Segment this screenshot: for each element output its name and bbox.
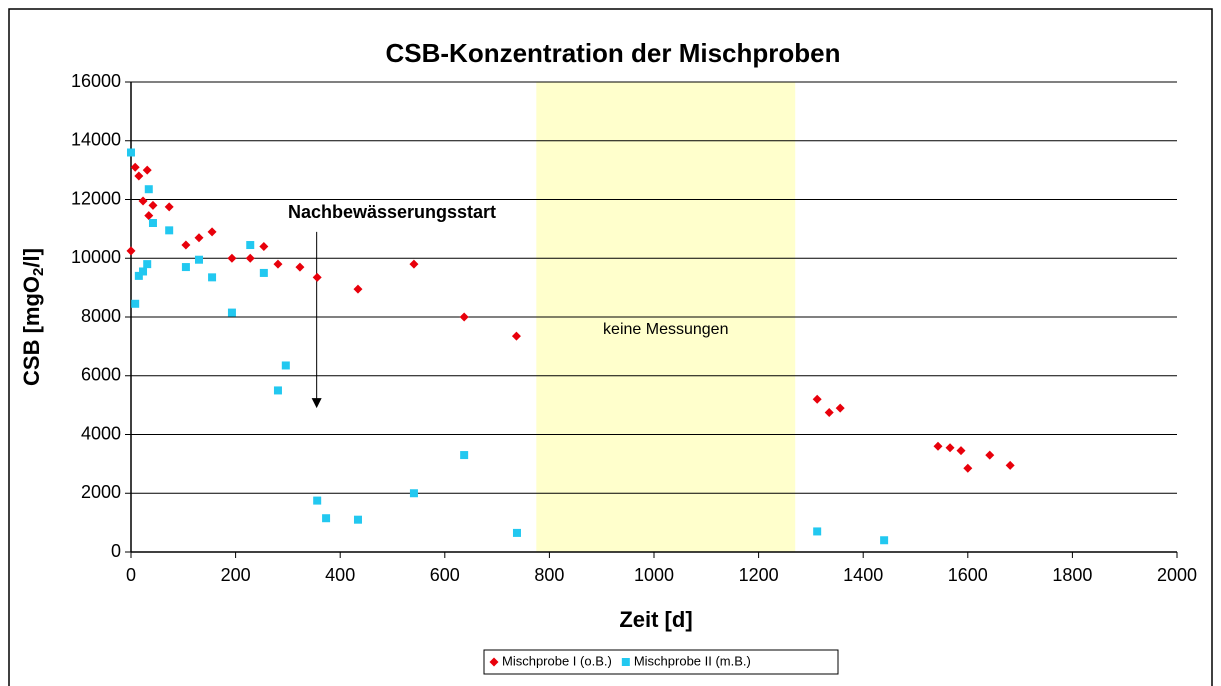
diamond-marker <box>142 165 152 175</box>
diamond-marker <box>138 196 148 206</box>
plot-area: keine Messungen0200040006000800010000120… <box>71 71 1197 675</box>
diamond-marker <box>985 450 995 460</box>
x-tick-label: 400 <box>325 565 355 585</box>
diamond-marker <box>207 227 217 237</box>
square-marker <box>313 496 322 505</box>
square-marker <box>322 514 331 523</box>
chart-title: CSB-Konzentration der Mischproben <box>385 38 840 68</box>
square-marker <box>259 268 268 277</box>
diamond-marker <box>1005 460 1015 470</box>
square-marker <box>143 260 152 269</box>
diamond-marker <box>511 331 521 341</box>
legend-label: Mischprobe I (o.B.) <box>502 653 612 668</box>
diamond-marker <box>956 446 966 456</box>
diamond-marker <box>824 407 834 417</box>
diamond-marker <box>126 246 136 256</box>
diamond-marker <box>259 242 269 251</box>
diamond-marker <box>130 162 140 172</box>
square-marker <box>227 308 236 317</box>
square-marker <box>246 241 255 250</box>
square-marker <box>139 267 148 276</box>
diamond-marker <box>148 200 158 210</box>
diamond-marker <box>273 259 283 269</box>
diamond-marker <box>489 657 499 667</box>
arrow-head <box>311 398 322 409</box>
y-label-tail: /l] <box>19 248 44 268</box>
y-tick-label: 8000 <box>81 306 121 326</box>
x-tick-label: 800 <box>534 565 564 585</box>
x-tick-label: 200 <box>221 565 251 585</box>
square-marker <box>512 528 521 537</box>
square-marker <box>194 255 203 264</box>
diamond-marker <box>181 240 191 250</box>
y-tick-label: 16000 <box>71 71 121 91</box>
x-tick-label: 600 <box>430 565 460 585</box>
x-tick-label: 1800 <box>1052 565 1092 585</box>
diamond-marker <box>459 312 469 322</box>
y-tick-label: 6000 <box>81 365 121 385</box>
diamond-marker <box>945 443 955 453</box>
diamond-marker <box>963 463 973 473</box>
square-marker <box>134 271 143 280</box>
square-marker <box>165 226 174 235</box>
y-axis-label: CSB [mgO2/l] <box>19 248 47 386</box>
diamond-marker <box>312 272 322 282</box>
diamond-marker <box>245 253 255 263</box>
diamond-marker <box>194 233 204 243</box>
x-tick-label: 1200 <box>739 565 779 585</box>
x-tick-label: 1400 <box>843 565 883 585</box>
square-marker <box>880 536 889 545</box>
square-marker <box>144 185 153 194</box>
annotation-text: Nachbewässerungsstart <box>288 202 496 222</box>
y-tick-label: 4000 <box>81 423 121 443</box>
x-tick-label: 1000 <box>634 565 674 585</box>
diamond-marker <box>409 259 419 269</box>
square-marker <box>131 299 140 308</box>
square-marker <box>127 148 135 157</box>
x-tick-label: 1600 <box>948 565 988 585</box>
legend-box <box>483 649 839 675</box>
x-tick-label: 0 <box>126 565 136 585</box>
square-marker <box>813 527 822 536</box>
square-marker <box>148 219 157 227</box>
diamond-marker <box>835 403 845 413</box>
y-tick-label: 2000 <box>81 482 121 502</box>
square-marker <box>273 386 282 395</box>
y-tick-label: 0 <box>111 541 121 561</box>
y-tick-label: 12000 <box>71 188 121 208</box>
diamond-marker <box>227 253 237 263</box>
square-marker <box>409 489 418 498</box>
square-marker <box>181 263 190 272</box>
square-marker <box>621 658 630 666</box>
legend: Mischprobe I (o.B.) Mischprobe II (m.B.) <box>483 649 839 675</box>
square-marker <box>353 515 362 524</box>
y-tick-label: 14000 <box>71 130 121 150</box>
square-marker <box>460 451 469 460</box>
y-label-sub: 2 <box>30 268 47 276</box>
x-axis-label: Zeit [d] <box>619 607 692 632</box>
diamond-marker <box>164 202 174 212</box>
diamond-marker <box>295 262 305 272</box>
legend-label: Mischprobe II (m.B.) <box>634 653 751 668</box>
y-label-text: CSB [mgO <box>19 276 44 386</box>
diamond-marker <box>144 211 154 221</box>
square-marker <box>208 273 217 282</box>
diamond-marker <box>134 171 144 181</box>
diamond-marker <box>933 441 943 451</box>
y-tick-label: 10000 <box>71 247 121 267</box>
diamond-marker <box>353 284 363 294</box>
region-label: keine Messungen <box>603 321 728 338</box>
square-marker <box>281 361 290 370</box>
diamond-marker <box>812 394 822 404</box>
x-tick-label: 2000 <box>1157 565 1197 585</box>
